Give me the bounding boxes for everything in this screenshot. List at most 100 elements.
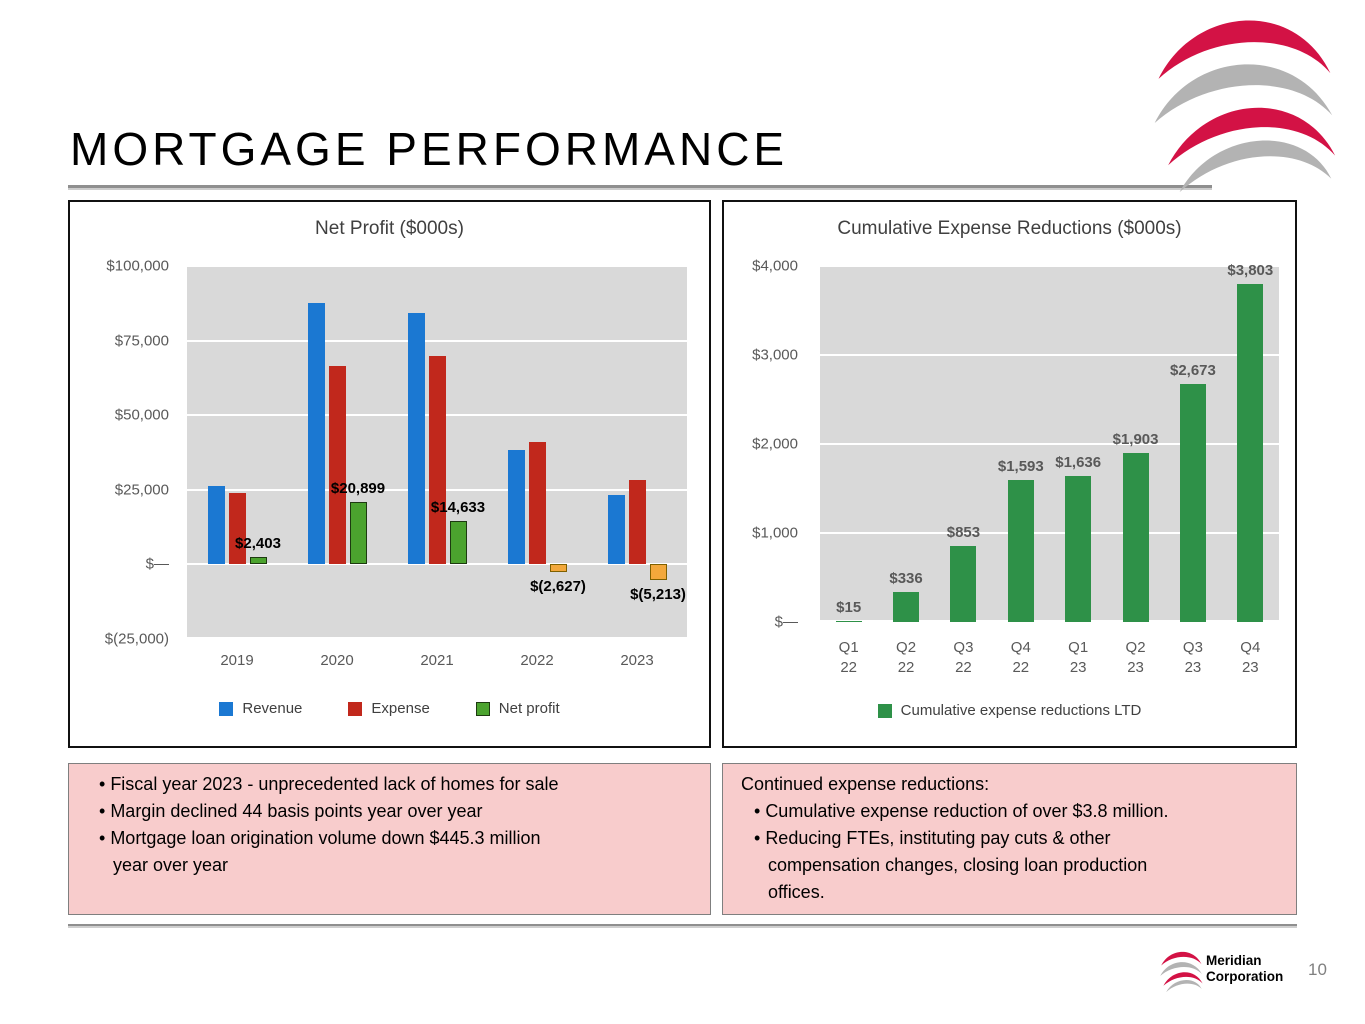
bar-cumulative-expense-reductions-ltd bbox=[1065, 476, 1092, 622]
expense-reductions-legend: Cumulative expense reductions LTD bbox=[724, 702, 1295, 719]
footer-company-line1: Meridian bbox=[1206, 953, 1262, 968]
gridline bbox=[187, 637, 687, 639]
bar-net-profit bbox=[649, 564, 667, 580]
x-tick-label: Q3 22 bbox=[953, 639, 974, 676]
bullet-item: Reducing FTEs, instituting pay cuts & ot… bbox=[754, 825, 1286, 906]
data-label: $3,803 bbox=[1227, 261, 1274, 279]
gridline bbox=[820, 354, 1279, 356]
expense-notes-list: Cumulative expense reduction of over $3.… bbox=[754, 798, 1286, 906]
bullet-item: Mortgage loan origination volume down $4… bbox=[99, 825, 696, 879]
y-tick-label: $(25,000) bbox=[104, 630, 169, 648]
expense-reductions-x-axis: Q1 22 Q2 22 Q3 22 Q4 22 Q1 23 Q2 23 Q3 23 Q4 23 bbox=[820, 638, 1279, 682]
net-profit-panel: Net Profit ($000s) $100,000 $75,000 $50,00… bbox=[68, 200, 711, 748]
expense-reductions-chart-title: Cumulative Expense Reductions ($000s) bbox=[837, 218, 1182, 239]
data-label: $853 bbox=[946, 524, 981, 542]
gridline bbox=[820, 620, 1279, 622]
mortgage-notes-list: Fiscal year 2023 - unprecedented lack of… bbox=[99, 771, 696, 879]
legend-swatch bbox=[475, 701, 490, 716]
expense-notes-heading: Continued expense reductions: bbox=[741, 774, 990, 794]
bar-revenue bbox=[307, 303, 325, 565]
legend-swatch bbox=[877, 703, 892, 718]
page-number: 10 bbox=[1308, 960, 1327, 979]
gridline bbox=[187, 265, 687, 267]
footer-company-name: Meridian Corporation bbox=[1206, 953, 1283, 985]
bar-revenue bbox=[507, 449, 525, 565]
y-tick-label: $— bbox=[774, 613, 798, 631]
bar-expense bbox=[528, 442, 546, 565]
bar-revenue bbox=[207, 486, 225, 565]
x-tick-label: Q1 23 bbox=[1068, 639, 1089, 676]
y-tick-label: $4,000 bbox=[752, 257, 798, 275]
legend-label: Net profit bbox=[498, 700, 560, 717]
x-tick-label: 2022 bbox=[520, 652, 554, 669]
x-tick-label: Q4 22 bbox=[1010, 639, 1031, 676]
net-profit-chart-title: Net Profit ($000s) bbox=[315, 218, 464, 239]
bar-cumulative-expense-reductions-ltd bbox=[950, 546, 977, 622]
data-label: $2,673 bbox=[1169, 362, 1216, 380]
bar-expense bbox=[628, 479, 646, 565]
gridline bbox=[820, 265, 1279, 267]
bullet-item: Fiscal year 2023 - unprecedented lack of… bbox=[99, 771, 696, 798]
data-label: $(2,627) bbox=[530, 578, 586, 596]
bar-expense bbox=[228, 493, 246, 565]
net-profit-x-axis: 2019 2020 2021 2022 2023 bbox=[187, 651, 687, 675]
data-label: $14,633 bbox=[430, 498, 486, 516]
bar-net-profit bbox=[549, 564, 567, 573]
data-label: $1,593 bbox=[997, 458, 1044, 476]
x-tick-label: Q4 23 bbox=[1240, 639, 1261, 676]
x-tick-label: 2019 bbox=[220, 652, 254, 669]
y-tick-label: $1,000 bbox=[752, 524, 798, 542]
footer-divider bbox=[68, 924, 1297, 928]
bar-cumulative-expense-reductions-ltd bbox=[893, 592, 920, 622]
bar-expense bbox=[428, 356, 446, 565]
x-tick-label: Q1 22 bbox=[838, 639, 859, 676]
company-logo-icon bbox=[1154, 20, 1336, 193]
x-tick-label: 2020 bbox=[320, 652, 354, 669]
data-label: $1,903 bbox=[1112, 430, 1159, 448]
expense-reductions-panel: Cumulative Expense Reductions ($000s) $4… bbox=[722, 200, 1297, 748]
data-label: $336 bbox=[889, 570, 923, 588]
bullet-item: Cumulative expense reduction of over $3.… bbox=[754, 798, 1286, 825]
legend-label: Expense bbox=[371, 700, 430, 717]
x-tick-label: 2021 bbox=[420, 652, 454, 669]
y-tick-label: $2,000 bbox=[752, 435, 798, 453]
bar-cumulative-expense-reductions-ltd bbox=[1122, 452, 1149, 622]
data-label: $2,403 bbox=[235, 535, 281, 553]
bar-net-profit bbox=[249, 557, 267, 565]
bullet-item: Margin declined 44 basis points year ove… bbox=[99, 798, 696, 825]
bar-cumulative-expense-reductions-ltd bbox=[1007, 480, 1034, 622]
y-tick-label: $3,000 bbox=[752, 346, 798, 364]
gridline bbox=[187, 563, 687, 566]
bar-net-profit bbox=[349, 502, 367, 565]
bar-cumulative-expense-reductions-ltd bbox=[1179, 384, 1206, 622]
data-label: $(5,213) bbox=[630, 585, 686, 603]
net-profit-plot-area: $2,403 $20,899 $14,633 $(2,627) $(5,213) bbox=[187, 265, 687, 639]
legend-item: Cumulative expense reductions LTD bbox=[877, 702, 1141, 719]
footer-logo-icon bbox=[1160, 951, 1203, 993]
net-profit-y-axis: $100,000 $75,000 $50,000 $25,000 $— $(25,000) bbox=[70, 258, 179, 648]
gridline bbox=[820, 443, 1279, 445]
bar-expense bbox=[328, 365, 346, 565]
y-tick-label: $100,000 bbox=[106, 257, 169, 275]
x-tick-label: Q3 23 bbox=[1182, 639, 1203, 676]
legend-swatch bbox=[348, 701, 363, 716]
y-tick-label: $— bbox=[145, 555, 169, 573]
data-label: $1,636 bbox=[1055, 454, 1102, 472]
x-tick-label: Q2 22 bbox=[896, 639, 917, 676]
x-tick-label: Q2 23 bbox=[1125, 639, 1146, 676]
legend-item: Revenue bbox=[219, 700, 302, 717]
expense-reductions-y-axis: $4,000 $3,000 $2,000 $1,000 $— bbox=[724, 258, 812, 631]
footer-company-line2: Corporation bbox=[1206, 969, 1284, 984]
y-tick-label: $25,000 bbox=[114, 481, 169, 499]
bar-revenue bbox=[407, 312, 425, 565]
bar-cumulative-expense-reductions-ltd bbox=[835, 620, 862, 622]
data-label: $15 bbox=[836, 598, 862, 616]
expense-reductions-plot-area: $15 $336 $853 $1,593 $1,636 $1,903 $2,673 $3,80… bbox=[820, 262, 1279, 622]
bar-revenue bbox=[607, 495, 625, 565]
y-tick-label: $75,000 bbox=[114, 332, 169, 350]
mortgage-notes-box: Fiscal year 2023 - unprecedented lack of… bbox=[68, 763, 711, 915]
legend-item: Net profit bbox=[475, 700, 560, 717]
bar-net-profit bbox=[449, 520, 467, 565]
legend-swatch bbox=[219, 701, 234, 716]
